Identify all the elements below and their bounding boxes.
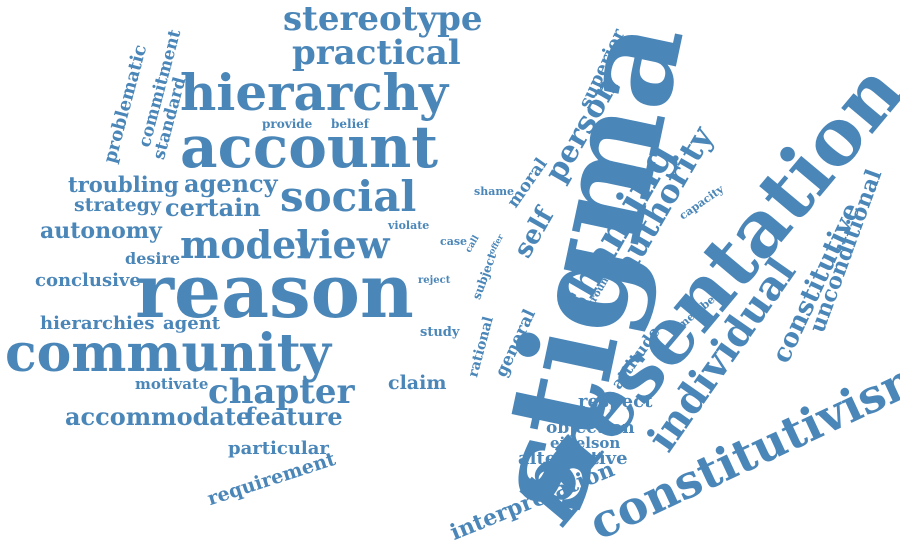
cloud-word: conclusive — [35, 270, 141, 291]
cloud-word: chapter — [208, 372, 355, 412]
cloud-word: claim — [388, 372, 447, 394]
cloud-word: feature — [245, 402, 343, 431]
cloud-word: hierarchies — [40, 313, 155, 334]
cloud-word: reason — [135, 249, 414, 335]
cloud-word: shame — [474, 185, 514, 198]
cloud-word: provide — [262, 117, 313, 131]
cloud-word: view — [296, 222, 390, 267]
cloud-word: eidelson — [550, 434, 621, 452]
cloud-word: call — [463, 233, 482, 255]
cloud-word: community — [5, 323, 331, 384]
cloud-word: troubling — [68, 172, 179, 197]
cloud-word: autonomy — [40, 218, 162, 244]
cloud-word: account — [180, 113, 439, 181]
cloud-word: hierarchy — [180, 63, 449, 122]
cloud-word: motivate — [135, 375, 209, 393]
cloud-word: particular — [228, 438, 329, 459]
cloud-word: belief — [331, 117, 369, 131]
cloud-word: objection — [546, 418, 635, 438]
cloud-word: model — [180, 222, 311, 267]
cloud-word: accommodate — [65, 402, 252, 431]
cloud-word: agency — [184, 169, 278, 198]
cloud-word: violate — [388, 219, 430, 232]
cloud-word: agent — [163, 313, 221, 334]
cloud-word: certain — [165, 193, 261, 222]
cloud-word: desire — [125, 249, 181, 268]
cloud-word: study — [420, 325, 460, 340]
cloud-word: case — [440, 235, 468, 248]
cloud-word: stereotype — [283, 0, 483, 39]
cloud-word: strategy — [74, 194, 161, 216]
cloud-word: alternative — [518, 448, 628, 469]
cloud-word: problematic — [99, 42, 152, 166]
cloud-word: reject — [418, 275, 451, 286]
cloud-word: practical — [292, 33, 461, 73]
cloud-word: social — [280, 172, 417, 221]
cloud-word: subject — [469, 250, 500, 302]
cloud-word: respect — [578, 391, 653, 412]
